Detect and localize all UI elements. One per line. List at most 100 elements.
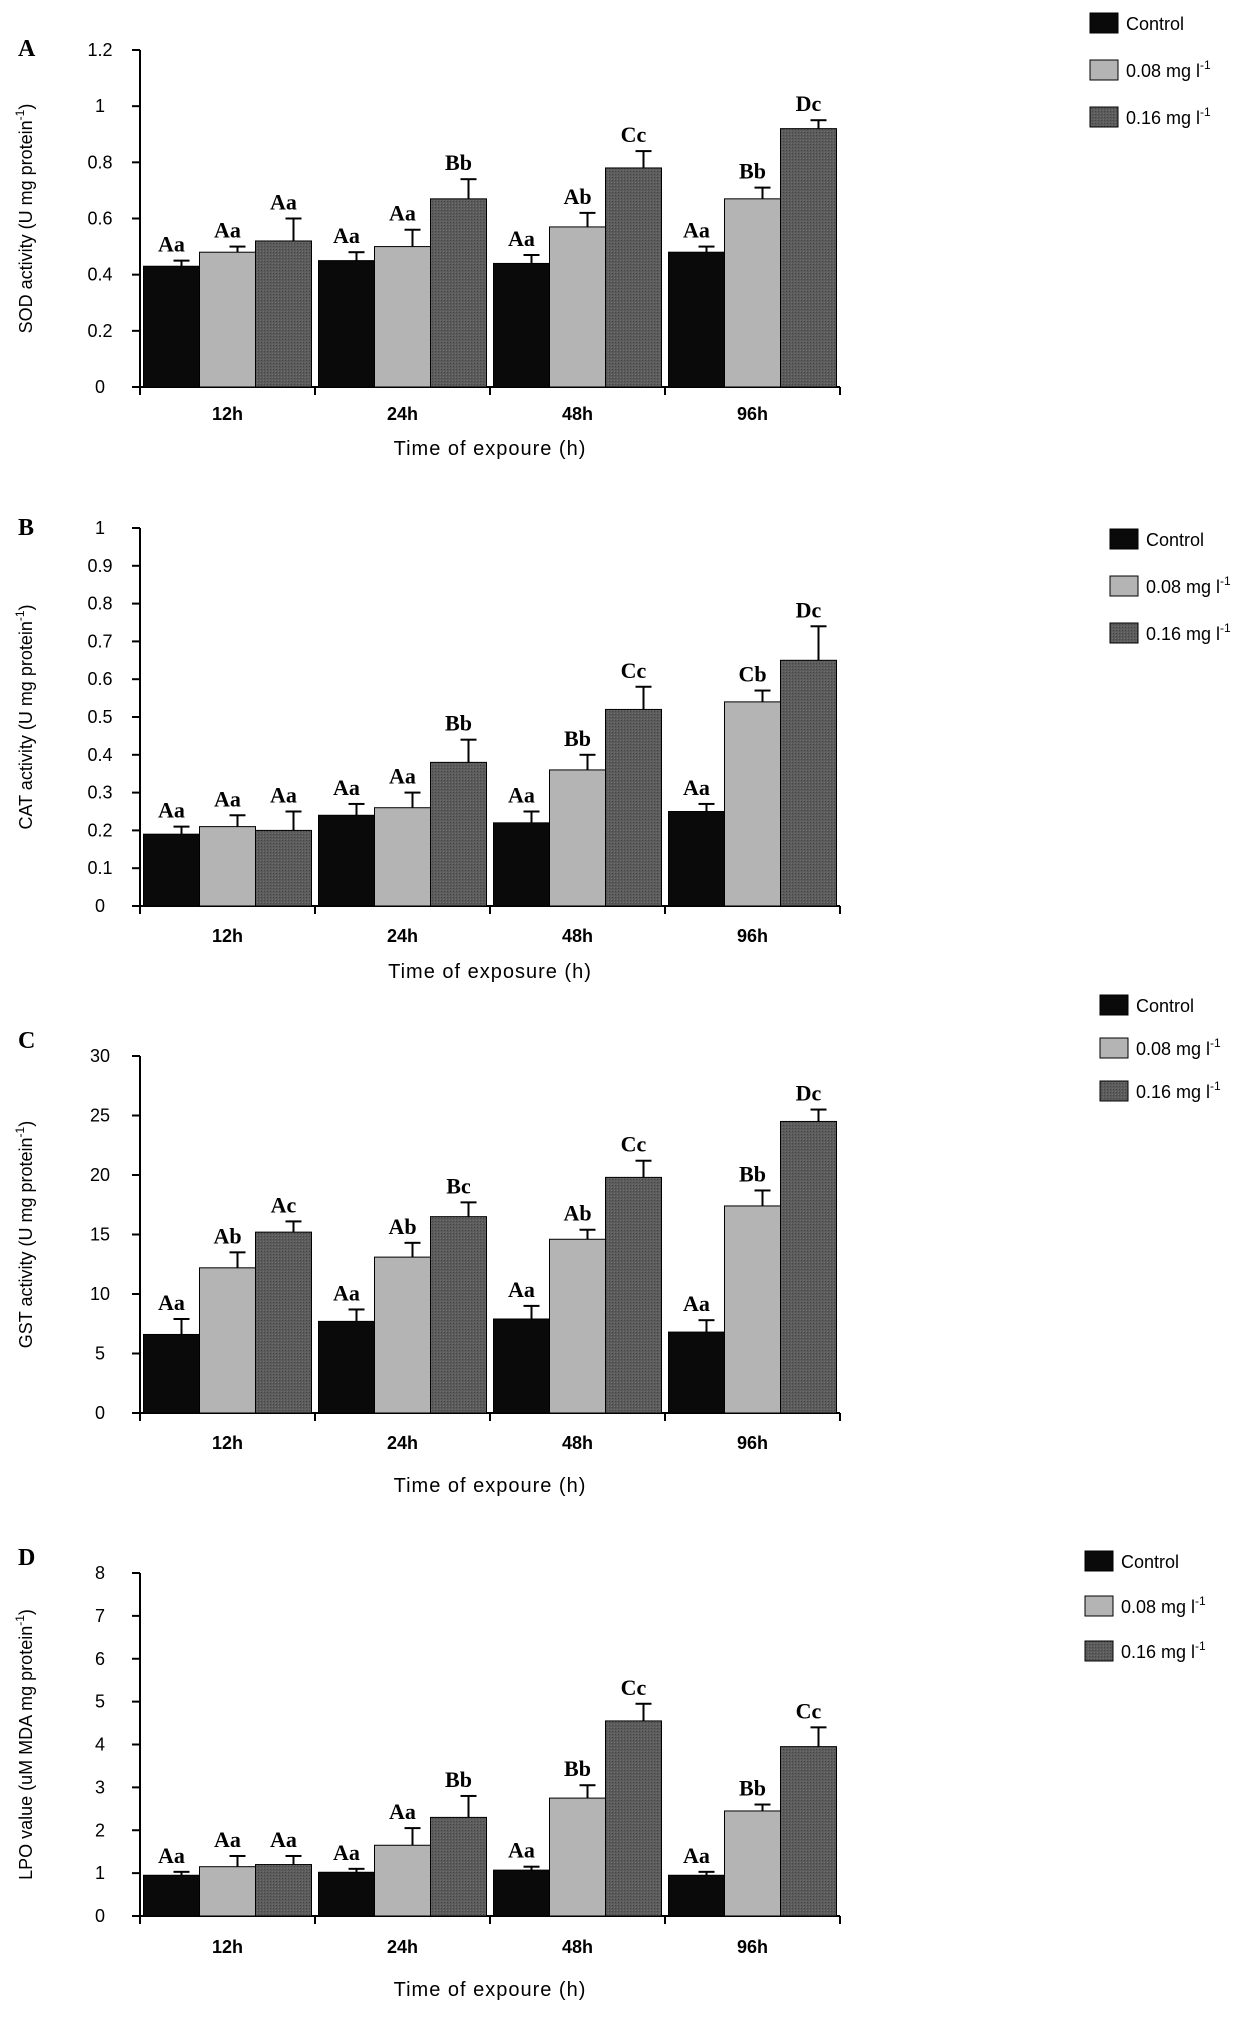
legend-swatch	[1109, 622, 1139, 644]
bar-low-dose	[374, 246, 431, 388]
panel-a: A 0 0.2 0.4 0.6 0.8 1 1.2 12h Aa Aa Aa 24h Aa Aa Bb 48h A…	[13, 12, 1211, 460]
significance-label: Bc	[446, 1173, 471, 1198]
significance-label: Aa	[214, 218, 241, 243]
y-axis-label-main: CAT activity (U mg protein	[16, 621, 36, 829]
significance-label: Aa	[270, 190, 297, 215]
y-tick-label: 1	[95, 96, 105, 116]
legend-label: Control	[1126, 14, 1184, 34]
legend-label: 0.08 mg l-1	[1121, 1594, 1206, 1617]
y-tick-label: 0.1	[87, 858, 112, 878]
bar-high-dose	[780, 1120, 837, 1414]
bar-control	[493, 262, 550, 388]
panel-letter: A	[18, 36, 36, 62]
y-axis-label-sup: -1	[13, 109, 27, 120]
panel-letter: B	[18, 515, 34, 541]
legend-label-main: 0.08 mg l	[1146, 577, 1220, 597]
significance-label: Aa	[508, 783, 535, 808]
bar-control	[493, 1869, 550, 1917]
bar-high-dose	[255, 1231, 312, 1414]
bar-control	[318, 814, 375, 907]
legend-swatch	[1099, 994, 1129, 1016]
legend-label-main: Control	[1136, 996, 1194, 1016]
x-tick-label: 24h	[387, 404, 418, 424]
legend-label: Control	[1146, 530, 1204, 550]
bar-low-dose	[724, 198, 781, 388]
significance-label: Ab	[213, 1223, 241, 1248]
legend-label-main: Control	[1126, 14, 1184, 34]
significance-label: Aa	[508, 226, 535, 251]
panel-b: B 0 0.1 0.2 0.3 0.4 0.5 0.6 0.7 0.8 0.9 1 12h Aa Aa Aa 2…	[13, 515, 1231, 983]
significance-label: Aa	[270, 783, 297, 808]
significance-label: Ab	[388, 1214, 416, 1239]
legend-swatch	[1089, 106, 1119, 128]
bar-high-dose	[605, 708, 662, 907]
significance-label: Aa	[333, 1280, 360, 1305]
y-axis-label-tail: )	[16, 1609, 36, 1615]
y-axis-label-sup: -1	[13, 1126, 27, 1137]
bar-high-dose	[430, 1816, 487, 1917]
legend-label-sup: -1	[1220, 621, 1231, 635]
y-tick-label: 0.9	[87, 556, 112, 576]
bar-high-dose	[430, 1216, 487, 1414]
significance-label: Aa	[214, 786, 241, 811]
legend-label-sup: -1	[1210, 1036, 1221, 1050]
y-tick-label: 0.8	[87, 594, 112, 614]
y-tick-label: 1	[95, 1863, 105, 1883]
x-tick-label: 12h	[212, 1937, 243, 1957]
legend-swatch	[1099, 1037, 1129, 1059]
legend-label-sup: -1	[1210, 1079, 1221, 1093]
bar-low-dose	[724, 1205, 781, 1414]
y-axis-label-main: LPO value (uM MDA mg protein	[16, 1626, 36, 1880]
y-tick-label: 0	[95, 1403, 105, 1423]
significance-label: Cc	[621, 122, 647, 147]
legend-label-main: 0.16 mg l	[1146, 624, 1220, 644]
y-tick-label: 2	[95, 1820, 105, 1840]
y-axis-label-tail: )	[16, 104, 36, 110]
legend-label-sup: -1	[1195, 1639, 1206, 1653]
significance-label: Aa	[270, 1827, 297, 1852]
legend-swatch	[1089, 59, 1119, 81]
significance-label: Bb	[445, 1767, 472, 1792]
x-tick-label: 24h	[387, 1937, 418, 1957]
significance-label: Ac	[271, 1192, 297, 1217]
legend-label-main: Control	[1146, 530, 1204, 550]
legend-label-sup: -1	[1195, 1594, 1206, 1608]
x-tick-label: 96h	[737, 1937, 768, 1957]
legend-swatch	[1084, 1640, 1114, 1662]
bar-high-dose	[780, 1746, 837, 1917]
y-tick-label: 20	[90, 1165, 110, 1185]
bar-low-dose	[199, 1866, 256, 1917]
y-axis-label: CAT activity (U mg protein-1)	[13, 604, 36, 829]
y-axis-label: LPO value (uM MDA mg protein-1)	[13, 1609, 36, 1880]
bar-control	[318, 260, 375, 388]
bar-control	[143, 265, 200, 388]
y-tick-label: 0.6	[87, 209, 112, 229]
panel-letter: D	[18, 1545, 35, 1571]
bar-high-dose	[780, 659, 837, 907]
significance-label: Aa	[333, 223, 360, 248]
y-tick-label: 0.5	[87, 707, 112, 727]
y-tick-label: 8	[95, 1563, 105, 1583]
legend-label: 0.16 mg l-1	[1121, 1639, 1206, 1662]
legend-swatch	[1109, 528, 1139, 550]
significance-label: Aa	[389, 764, 416, 789]
significance-label: Aa	[683, 218, 710, 243]
significance-label: Cc	[621, 1132, 647, 1157]
significance-label: Aa	[214, 1827, 241, 1852]
y-axis-label-tail: )	[16, 604, 36, 610]
y-tick-label: 0	[95, 1906, 105, 1926]
legend-label: 0.16 mg l-1	[1136, 1079, 1221, 1102]
bar-high-dose	[255, 1864, 312, 1917]
significance-label: Bb	[445, 150, 472, 175]
legend-label: 0.08 mg l-1	[1136, 1036, 1221, 1059]
y-axis-label: SOD activity (U mg protein-1)	[13, 104, 36, 334]
legend-label: Control	[1121, 1552, 1179, 1572]
y-tick-label: 0.4	[87, 265, 112, 285]
bar-low-dose	[724, 701, 781, 907]
bar-control	[668, 811, 725, 907]
bar-low-dose	[549, 1238, 606, 1414]
legend-label-main: 0.16 mg l	[1136, 1082, 1210, 1102]
x-tick-label: 48h	[562, 1937, 593, 1957]
y-axis-label-sup: -1	[13, 1615, 27, 1626]
